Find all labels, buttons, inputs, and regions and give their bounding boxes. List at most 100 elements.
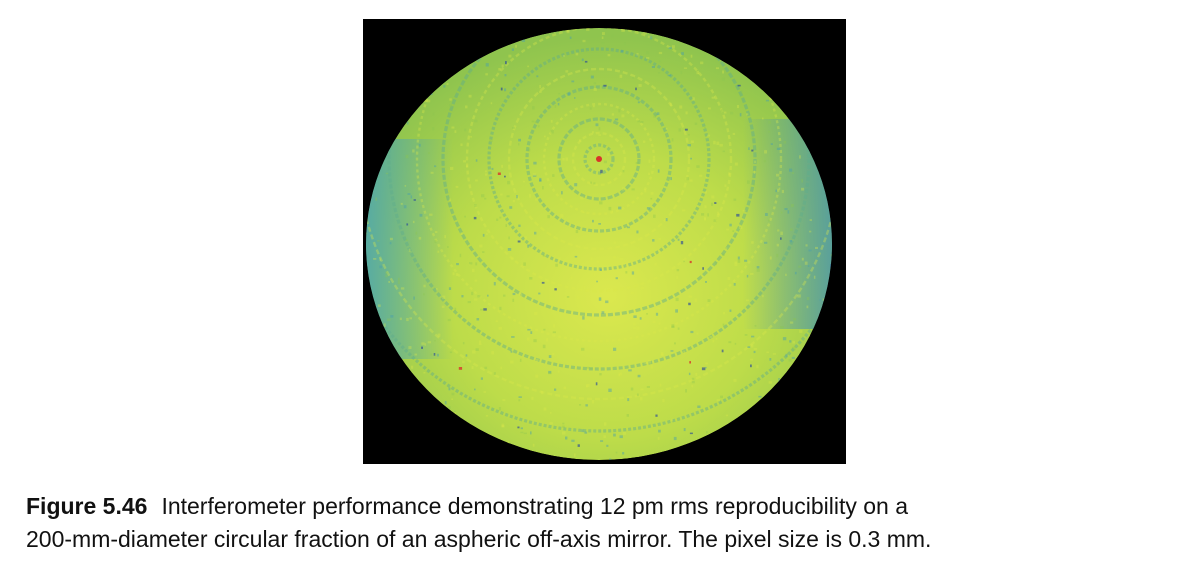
speckle-dot	[584, 60, 588, 63]
speckle-dot	[566, 29, 570, 34]
speckle-dot	[418, 236, 422, 240]
speckle-dot	[709, 336, 713, 338]
speckle-dot	[506, 195, 510, 198]
speckle-dot	[510, 350, 513, 353]
speckle-dot	[785, 353, 788, 357]
speckle-dot	[441, 305, 445, 308]
speckle-dot	[690, 140, 694, 144]
speckle-dot	[432, 127, 435, 131]
speckle-dot	[517, 426, 520, 429]
speckle-dot	[697, 405, 701, 408]
speckle-dot	[586, 28, 590, 31]
speckle-dot	[780, 231, 783, 235]
speckle-dot	[464, 128, 467, 132]
speckle-dot	[534, 311, 538, 316]
speckle-dot	[558, 92, 561, 95]
speckle-dot	[780, 326, 784, 329]
speckle-dot	[410, 195, 413, 199]
fringe-ring	[557, 117, 641, 201]
speckle-dot	[799, 329, 803, 333]
speckle-dot	[523, 262, 526, 266]
speckle-dot	[788, 358, 792, 362]
speckle-dot	[524, 236, 527, 240]
speckle-dot	[478, 340, 482, 344]
speckle-dot	[620, 50, 624, 53]
speckle-dot	[454, 410, 456, 413]
speckle-dot	[725, 414, 729, 417]
speckle-dot	[511, 48, 514, 51]
speckle-dot	[607, 152, 610, 156]
speckle-dot	[650, 197, 653, 200]
speckle-dot	[593, 82, 597, 85]
speckle-dot	[670, 177, 672, 181]
speckle-dot	[753, 350, 756, 354]
speckle-dot	[630, 387, 634, 391]
speckle-dot	[727, 277, 731, 280]
speckle-dot	[582, 39, 586, 43]
speckle-dot	[648, 159, 651, 163]
speckle-dot	[711, 96, 715, 99]
fringe-ring	[366, 28, 832, 401]
speckle-dot	[532, 106, 535, 110]
speckle-dot	[485, 63, 489, 67]
speckle-dot	[451, 392, 455, 396]
speckle-dot	[589, 107, 592, 110]
speckle-dot	[769, 256, 772, 260]
speckle-dot	[660, 353, 664, 356]
speckle-dot	[642, 140, 646, 143]
speckle-dot	[555, 263, 558, 267]
speckle-dot	[628, 367, 632, 371]
speckle-dot	[593, 182, 596, 185]
speckle-dot	[404, 185, 407, 187]
speckle-dot	[619, 74, 623, 78]
speckle-dot	[451, 398, 454, 400]
speckle-dot	[776, 243, 779, 247]
speckle-dot	[789, 321, 794, 324]
speckle-dot	[658, 322, 661, 325]
speckle-dot	[783, 140, 787, 144]
speckle-dot	[590, 75, 594, 79]
speckle-dot	[498, 407, 501, 411]
speckle-dot	[533, 339, 537, 343]
speckle-dot	[553, 324, 556, 328]
speckle-dot	[768, 130, 771, 133]
speckle-dot	[631, 291, 635, 295]
speckle-dot	[768, 381, 773, 384]
speckle-dot	[647, 360, 651, 364]
speckle-dot	[744, 334, 748, 336]
speckle-dot	[750, 344, 754, 348]
speckle-dot	[532, 174, 537, 177]
speckle-dot	[643, 31, 647, 35]
fringe-ring	[366, 28, 832, 433]
speckle-dot	[565, 157, 568, 161]
speckle-dot	[499, 216, 502, 219]
speckle-dot	[742, 209, 746, 212]
speckle-dot	[659, 383, 662, 387]
speckle-dot	[658, 237, 662, 240]
speckle-dot	[447, 318, 451, 322]
speckle-dot	[801, 257, 804, 261]
speckle-dot	[644, 189, 647, 193]
speckle-dot	[455, 273, 459, 276]
speckle-dot	[565, 70, 569, 73]
speckle-dot	[385, 271, 388, 274]
speckle-dot	[611, 34, 614, 38]
speckle-dot	[753, 183, 755, 187]
speckle-dot	[797, 294, 801, 298]
speckle-dot	[658, 60, 662, 63]
speckle-dot	[482, 251, 485, 253]
speckle-dot	[658, 429, 661, 433]
speckle-dot	[449, 104, 453, 108]
speckle-dot	[418, 143, 421, 147]
speckle-dot	[527, 328, 531, 331]
speckle-dot	[414, 353, 418, 356]
speckle-dot	[476, 318, 480, 321]
speckle-dot	[539, 177, 542, 182]
speckle-dot	[679, 105, 683, 109]
speckle-dot	[543, 135, 546, 138]
speckle-dot	[558, 257, 561, 261]
speckle-dot	[624, 42, 626, 45]
speckle-dot	[509, 206, 513, 209]
speckle-dot	[579, 404, 582, 406]
caption-line-2: 200-mm-diameter circular fraction of an …	[26, 526, 932, 552]
